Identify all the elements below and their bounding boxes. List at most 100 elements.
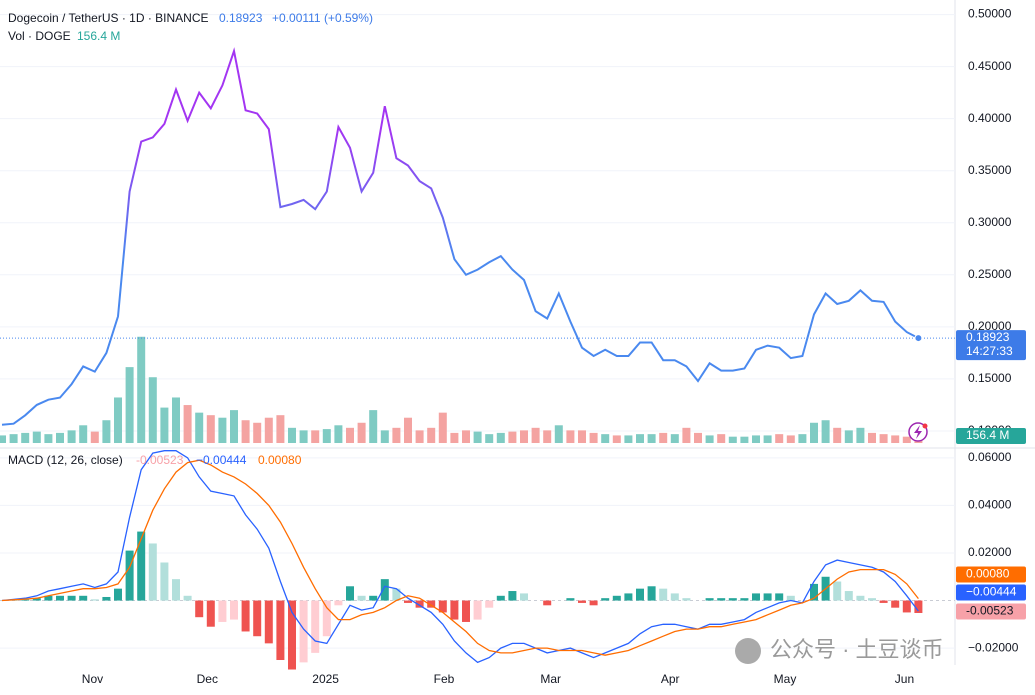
y-tick-label: 0.06000 <box>968 450 1012 464</box>
histogram-bar <box>717 598 725 600</box>
watermark-icon <box>735 638 761 664</box>
icon-dot <box>923 424 928 429</box>
volume-bar <box>0 435 6 443</box>
histogram-bar <box>56 596 64 601</box>
volume-bar <box>671 434 679 443</box>
macd-legend-value: -0.00523 <box>136 453 184 467</box>
x-tick-label: Feb <box>434 672 455 686</box>
volume-bar <box>880 434 888 443</box>
volume-bar <box>311 430 319 443</box>
volume-bar <box>764 435 772 443</box>
y-tick-label: 0.30000 <box>968 215 1012 229</box>
volume-bar <box>903 437 911 443</box>
volume-bar <box>323 429 331 443</box>
histogram-bar <box>497 596 505 601</box>
volume-bar <box>474 432 482 443</box>
volume-bar <box>845 430 853 443</box>
histogram-bar <box>845 591 853 601</box>
volume-bar <box>102 420 110 443</box>
x-tick-label: 2025 <box>312 672 339 686</box>
macd-badge: 0.00080 <box>956 567 1026 583</box>
y-tick-label: 0.50000 <box>968 7 1012 21</box>
histogram-bar <box>265 601 273 644</box>
histogram-bar <box>68 596 76 601</box>
histogram-bar <box>137 532 145 601</box>
volume-bar <box>636 434 644 443</box>
histogram-bar <box>729 598 737 600</box>
histogram-bar <box>369 596 377 601</box>
x-tick-label: Nov <box>82 672 103 686</box>
volume-bar <box>555 425 563 443</box>
volume-bar <box>346 428 354 443</box>
lightning-icon[interactable] <box>909 423 928 441</box>
histogram-bar <box>706 598 714 600</box>
volume-bar <box>648 434 656 443</box>
histogram-bar <box>184 596 192 601</box>
histogram-bar <box>624 593 632 600</box>
macd-title: MACD (12, 26, close) <box>8 453 123 467</box>
volume-bar <box>752 435 760 443</box>
macd-badge-text: -0.00523 <box>966 604 1014 618</box>
volume-bar <box>242 420 250 443</box>
macd-badge-text: −0.00444 <box>966 585 1017 599</box>
volume-bar <box>126 367 134 443</box>
histogram-bar <box>126 551 134 601</box>
histogram-bar <box>590 601 598 606</box>
volume-bar <box>590 433 598 443</box>
volume-bar <box>787 435 795 443</box>
volume-bar <box>195 413 203 443</box>
volume-bar <box>404 418 412 443</box>
volume-bar <box>624 435 632 443</box>
x-tick-label: Jun <box>895 672 914 686</box>
histogram-bar <box>404 601 412 603</box>
price-badge-text: 14:27:33 <box>966 344 1013 358</box>
histogram-bar <box>276 601 284 660</box>
histogram-bar <box>450 601 458 620</box>
volume-bar <box>184 405 192 443</box>
x-tick-label: Apr <box>661 672 680 686</box>
volume-bar <box>392 428 400 443</box>
macd-badge: -0.00523 <box>956 604 1026 620</box>
histogram-bar <box>346 586 354 600</box>
y-tick-label: −0.02000 <box>968 640 1019 654</box>
volume-bar <box>276 415 284 443</box>
volume-bar <box>439 413 447 443</box>
histogram-bar <box>381 579 389 600</box>
volume-bar <box>891 435 899 443</box>
histogram-bar <box>195 601 203 618</box>
volume-bar <box>485 434 493 443</box>
volume-bar <box>520 430 528 443</box>
volume-bar <box>717 434 725 443</box>
volume-bar <box>416 430 424 443</box>
histogram-bar <box>323 601 331 637</box>
volume-bar <box>798 434 806 443</box>
histogram-bar <box>311 601 319 653</box>
volume-badge: 156.4 M <box>956 428 1026 444</box>
volume-badge-text: 156.4 M <box>966 428 1009 442</box>
y-tick-label: 0.40000 <box>968 111 1012 125</box>
macd-legend-value: −0.00444 <box>196 453 247 467</box>
y-tick-label: 0.45000 <box>968 59 1012 73</box>
volume-bar <box>729 437 737 443</box>
histogram-bar <box>474 601 482 620</box>
volume-bar <box>450 433 458 443</box>
histogram-bar <box>102 597 110 601</box>
histogram-bar <box>740 598 748 600</box>
histogram-bar <box>207 601 215 627</box>
histogram-bar <box>253 601 261 637</box>
volume-bar <box>381 430 389 443</box>
histogram-bar <box>242 601 250 632</box>
last-price-dot <box>915 335 922 342</box>
volume-bar <box>230 410 238 443</box>
volume-value: 156.4 M <box>77 29 120 43</box>
symbol: Dogecoin / TetherUS · 1D · BINANCE <box>8 11 209 25</box>
y-tick-label: 0.25000 <box>968 267 1012 281</box>
volume-bar <box>462 430 470 443</box>
histogram-bar <box>91 599 99 600</box>
volume-bar <box>160 408 168 443</box>
volume-bar <box>868 433 876 443</box>
volume-bar <box>207 415 215 443</box>
volume-bar <box>497 433 505 443</box>
watermark-text: 公众号 · 土豆谈币 <box>770 637 944 662</box>
histogram-bar <box>775 593 783 600</box>
